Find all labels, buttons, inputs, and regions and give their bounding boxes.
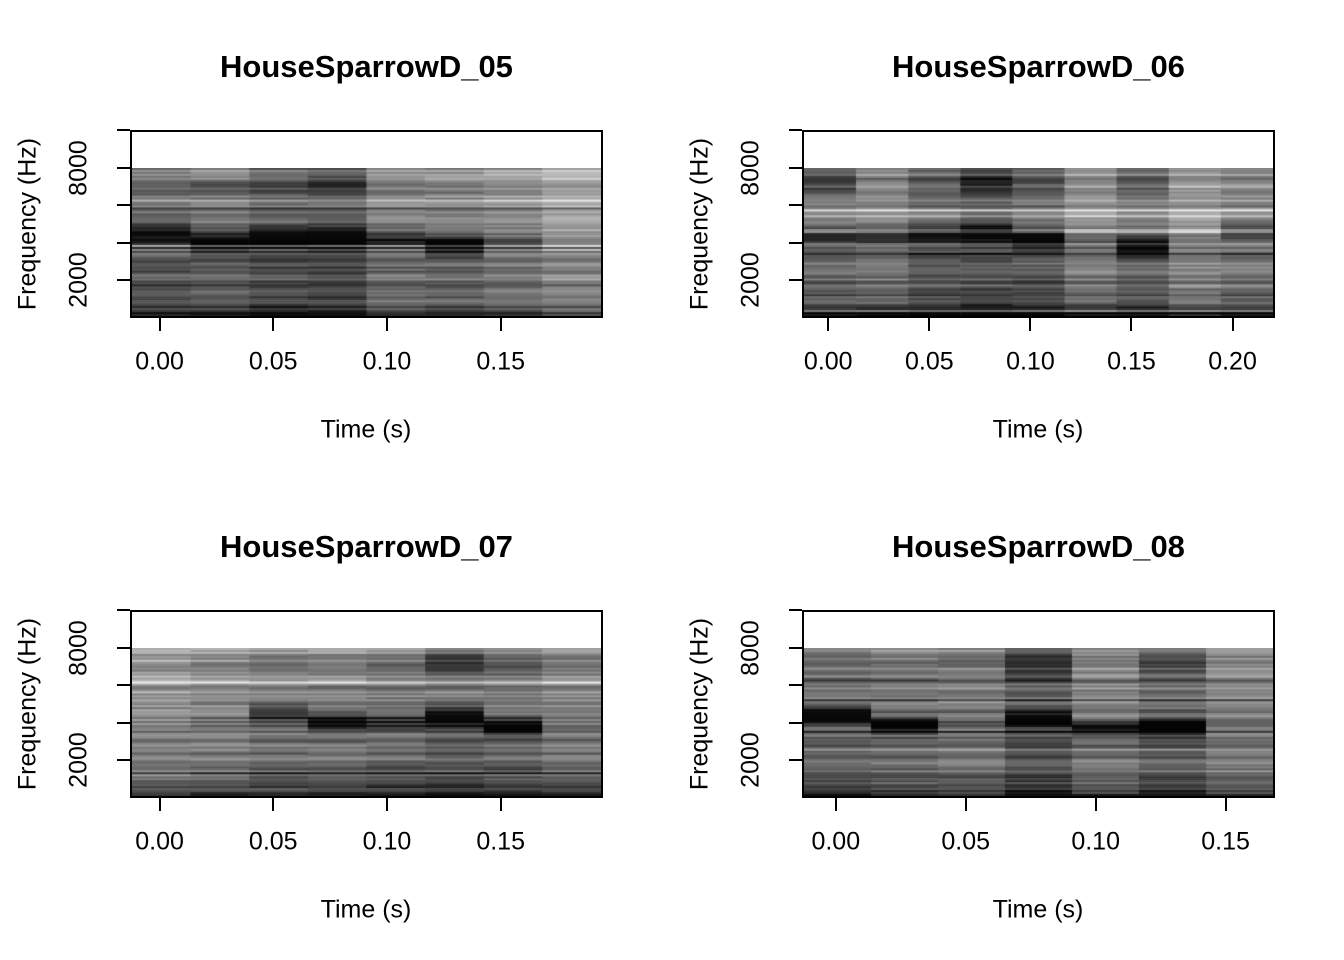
x-tick-label: 0.15 [1107, 347, 1156, 376]
spectrogram-panel-housesparrowd-05: HouseSparrowD_05 Frequency (Hz) Time (s)… [0, 0, 672, 480]
y-axis-tick [789, 684, 802, 687]
x-tick-label: 0.15 [476, 347, 525, 376]
plot-box [130, 610, 603, 798]
x-axis-label: Time (s) [992, 415, 1084, 444]
y-axis-label: Frequency (Hz) [685, 617, 714, 791]
y-axis-tick [789, 166, 802, 169]
y-axis-tick [117, 204, 130, 207]
y-axis-tick [117, 166, 130, 169]
spectrogram-panel-housesparrowd-07: HouseSparrowD_07 Frequency (Hz) Time (s)… [0, 480, 672, 960]
x-tick-label: 0.00 [803, 347, 853, 376]
y-axis-tick [789, 721, 802, 724]
x-axis-tick [1029, 318, 1032, 331]
x-axis-tick [272, 798, 275, 811]
spectrogram-image [132, 168, 601, 316]
x-tick-label: 0.05 [905, 347, 954, 376]
x-tick-label: 0.05 [248, 827, 298, 856]
y-axis-tick [117, 279, 130, 282]
plot-title: HouseSparrowD_08 [892, 529, 1185, 564]
x-tick-label: 0.15 [1201, 827, 1250, 856]
y-axis-tick [789, 241, 802, 244]
y-tick-label: 8000 [736, 139, 765, 196]
plot-title: HouseSparrowD_06 [892, 49, 1185, 84]
y-axis-tick [789, 204, 802, 207]
x-tick-label: 0.00 [135, 827, 184, 856]
x-tick-label: 0.10 [1006, 347, 1055, 376]
x-tick-label: 0.05 [248, 347, 298, 376]
x-tick-label: 0.10 [362, 827, 412, 856]
x-axis-tick [1224, 798, 1227, 811]
x-axis-tick [834, 798, 837, 811]
x-tick-label: 0.10 [1071, 827, 1121, 856]
plot-box [802, 130, 1275, 318]
x-axis-tick [158, 798, 161, 811]
plot-box [802, 610, 1275, 798]
y-axis-tick [789, 609, 802, 611]
x-tick-label: 0.00 [811, 827, 861, 856]
x-axis-tick [272, 318, 275, 331]
plot-title: HouseSparrowD_05 [220, 49, 513, 84]
x-tick-label: 0.15 [476, 827, 525, 856]
x-axis-tick [827, 318, 830, 331]
y-axis-tick [117, 721, 130, 724]
spectrogram-panel-housesparrowd-08: HouseSparrowD_08 Frequency (Hz) Time (s)… [672, 480, 1344, 960]
y-axis-tick [789, 129, 802, 131]
x-axis-tick [1231, 318, 1234, 331]
y-axis-tick [789, 279, 802, 282]
x-tick-label: 0.05 [941, 827, 991, 856]
x-axis-tick [1094, 798, 1097, 811]
x-axis-tick [385, 318, 388, 331]
y-axis-tick [117, 241, 130, 244]
y-tick-label: 8000 [736, 619, 765, 676]
y-tick-label: 2000 [64, 732, 93, 789]
y-axis-label: Frequency (Hz) [13, 617, 42, 791]
x-axis-tick [499, 798, 502, 811]
spectrogram-image [804, 648, 1273, 796]
y-axis-tick [117, 129, 130, 131]
x-tick-label: 0.10 [362, 347, 412, 376]
spectrogram-panel-housesparrowd-06: HouseSparrowD_06 Frequency (Hz) Time (s)… [672, 0, 1344, 480]
y-axis-tick [789, 646, 802, 649]
x-axis-tick [499, 318, 502, 331]
y-axis-tick [117, 684, 130, 687]
spectrogram-image [132, 648, 601, 796]
y-axis-tick [117, 609, 130, 611]
plot-box [130, 130, 603, 318]
x-axis-label: Time (s) [992, 895, 1084, 924]
y-tick-label: 8000 [64, 619, 93, 676]
spectrogram-image [804, 168, 1273, 316]
x-axis-label: Time (s) [320, 415, 412, 444]
plot-title: HouseSparrowD_07 [220, 529, 513, 564]
x-axis-tick [964, 798, 967, 811]
y-axis-tick [117, 646, 130, 649]
y-axis-tick [789, 759, 802, 762]
x-axis-label: Time (s) [320, 895, 412, 924]
y-axis-label: Frequency (Hz) [685, 137, 714, 311]
y-axis-tick [117, 759, 130, 762]
x-tick-label: 0.20 [1208, 347, 1257, 376]
x-axis-tick [158, 318, 161, 331]
x-axis-tick [385, 798, 388, 811]
x-axis-tick [1130, 318, 1133, 331]
y-tick-label: 2000 [64, 252, 93, 309]
y-tick-label: 2000 [736, 732, 765, 789]
y-tick-label: 2000 [736, 252, 765, 309]
y-axis-label: Frequency (Hz) [13, 137, 42, 311]
y-tick-label: 8000 [64, 139, 93, 196]
x-axis-tick [928, 318, 931, 331]
x-tick-label: 0.00 [135, 347, 184, 376]
